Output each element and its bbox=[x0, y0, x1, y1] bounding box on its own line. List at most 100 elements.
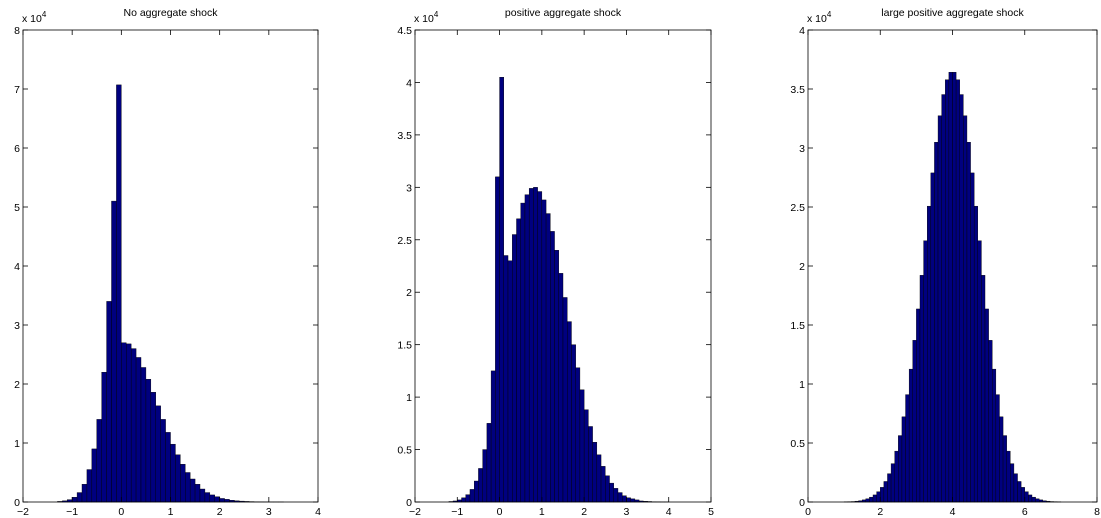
bar bbox=[562, 297, 568, 503]
bar bbox=[194, 484, 201, 503]
bar bbox=[474, 480, 479, 503]
bar bbox=[495, 176, 500, 503]
bar bbox=[617, 492, 623, 503]
bar bbox=[999, 416, 1004, 503]
bar bbox=[145, 379, 152, 503]
bar bbox=[622, 495, 627, 503]
bar bbox=[963, 115, 968, 503]
x-tick-label: 6 bbox=[1022, 506, 1028, 518]
bar bbox=[977, 240, 982, 503]
y-tick-label: 1 bbox=[14, 438, 20, 450]
bar bbox=[150, 392, 156, 503]
y-tick-label: 2 bbox=[14, 379, 20, 391]
x-tick-label: 2 bbox=[877, 506, 883, 518]
bar bbox=[81, 484, 88, 503]
bar bbox=[1013, 473, 1018, 503]
bar bbox=[865, 498, 870, 503]
y-offset-power: 4 bbox=[42, 10, 47, 19]
bar bbox=[469, 489, 475, 503]
bar bbox=[1010, 463, 1015, 503]
bar bbox=[524, 194, 530, 503]
y-tick-label: 3 bbox=[799, 143, 805, 155]
bar bbox=[919, 275, 924, 503]
bar bbox=[219, 498, 225, 503]
bar bbox=[537, 191, 543, 503]
y-tick-label: 2.5 bbox=[790, 202, 805, 214]
bar bbox=[930, 172, 935, 503]
axes-box bbox=[22, 29, 319, 503]
bar bbox=[575, 367, 581, 503]
bar bbox=[596, 454, 602, 503]
bar bbox=[185, 472, 191, 503]
y-tick-label: 2.5 bbox=[397, 235, 412, 247]
bar bbox=[541, 199, 547, 503]
bar bbox=[927, 205, 932, 503]
bar bbox=[973, 205, 978, 503]
y-tick-label: 5 bbox=[14, 202, 20, 214]
bar bbox=[214, 496, 220, 503]
bar bbox=[175, 454, 181, 503]
bar bbox=[890, 463, 895, 503]
bar bbox=[486, 423, 492, 503]
y-offset-power: 4 bbox=[434, 10, 439, 19]
bar bbox=[567, 321, 572, 503]
bar bbox=[630, 498, 636, 503]
y-offset-power: 4 bbox=[827, 10, 832, 19]
chart-title: positive aggregate shock bbox=[505, 7, 622, 19]
bar bbox=[952, 72, 957, 503]
bar bbox=[165, 432, 171, 503]
bar bbox=[945, 79, 950, 503]
bar bbox=[592, 442, 598, 503]
y-tick-label: 6 bbox=[14, 143, 20, 155]
bar bbox=[516, 218, 521, 503]
bar bbox=[209, 494, 215, 503]
bar bbox=[981, 275, 986, 503]
x-tick-label: 8 bbox=[1094, 506, 1100, 518]
x-tick-label: 2 bbox=[581, 506, 587, 518]
x-tick-label: 4 bbox=[666, 506, 672, 518]
bar bbox=[126, 343, 132, 503]
bar bbox=[520, 202, 526, 503]
bar bbox=[579, 389, 585, 503]
bar bbox=[550, 231, 555, 503]
bar bbox=[1006, 450, 1011, 503]
y-tick-label: 4 bbox=[406, 77, 412, 89]
bar bbox=[600, 466, 606, 503]
y-tick-label: 0.5 bbox=[790, 438, 805, 450]
bar bbox=[588, 426, 593, 503]
y-offset-text: x 10 bbox=[807, 13, 827, 25]
bar bbox=[988, 340, 993, 503]
bar bbox=[507, 260, 513, 503]
bar bbox=[91, 448, 97, 503]
bar bbox=[992, 368, 997, 503]
bar bbox=[898, 435, 903, 503]
bar bbox=[887, 473, 892, 503]
bar bbox=[984, 308, 989, 503]
bar bbox=[545, 213, 551, 503]
bar bbox=[605, 475, 610, 503]
bar bbox=[528, 188, 534, 503]
bar bbox=[135, 357, 142, 503]
y-offset-label: x 104 bbox=[22, 10, 47, 25]
bar bbox=[170, 443, 176, 503]
x-tick-label: −2 bbox=[409, 506, 421, 518]
bar bbox=[583, 409, 589, 503]
y-tick-label: 2 bbox=[799, 261, 805, 273]
bar bbox=[970, 172, 975, 503]
bar bbox=[86, 469, 93, 503]
y-offset-label: x 104 bbox=[414, 10, 439, 25]
chart-title: large positive aggregate shock bbox=[881, 7, 1024, 19]
y-tick-label: 4 bbox=[799, 25, 805, 37]
bar bbox=[626, 497, 631, 503]
bar bbox=[1028, 494, 1033, 503]
bar bbox=[76, 492, 83, 503]
bar bbox=[503, 255, 509, 503]
bar bbox=[96, 419, 102, 503]
bar bbox=[880, 487, 885, 503]
x-tick-label: −1 bbox=[451, 506, 463, 518]
bar bbox=[613, 488, 619, 503]
bar bbox=[995, 394, 1000, 503]
bar bbox=[908, 368, 913, 503]
x-tick-label: 2 bbox=[217, 506, 223, 518]
